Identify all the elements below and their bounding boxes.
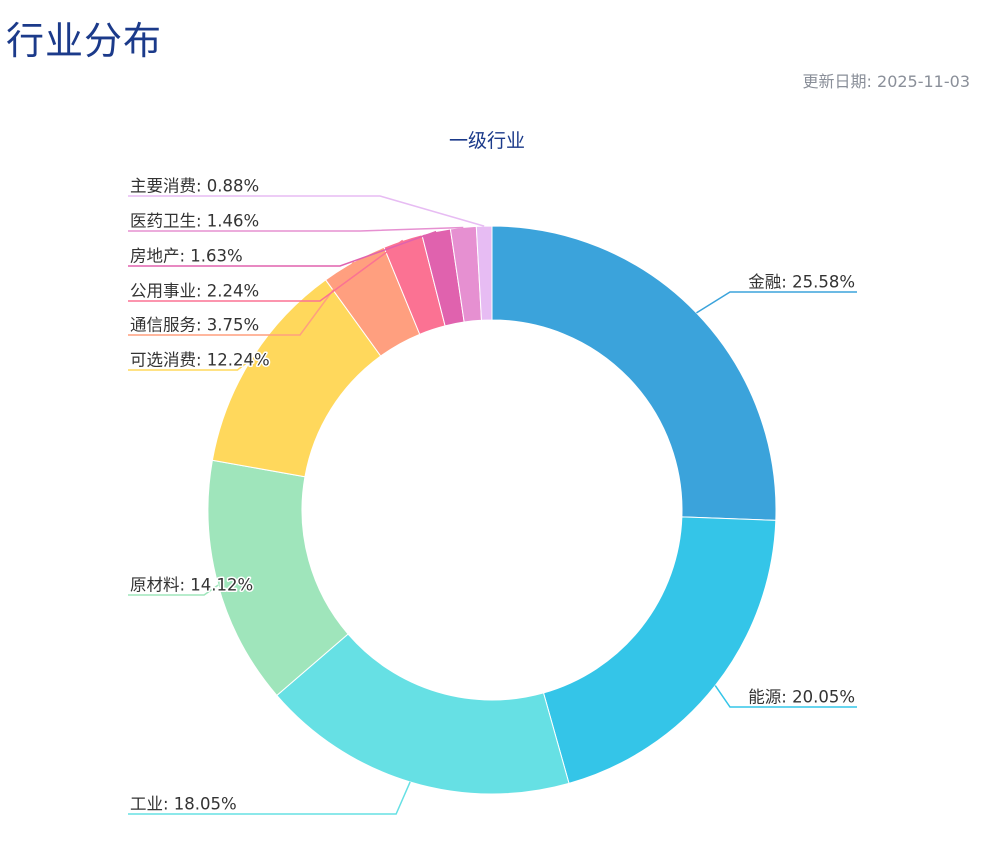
label-leader-lines <box>128 195 857 815</box>
slice-label-房地产: 房地产: 1.63% <box>130 247 243 266</box>
slice-labels: 金融: 25.58% 能源: 20.05% 工业: 18.05% 原材料: 14.12… <box>129 175 857 815</box>
donut-slices <box>207 225 777 795</box>
leader-line-主要消费 <box>128 195 485 227</box>
leader-line-可选消费 <box>128 358 252 371</box>
slice-label-可选消费: 可选消费: 12.24% <box>130 351 270 370</box>
leader-line-能源 <box>714 685 857 708</box>
slice-label-医药卫生: 医药卫生: 1.46% <box>130 212 259 231</box>
slice-label-工业: 工业: 18.05% <box>130 795 237 814</box>
leader-line-金融 <box>696 291 857 314</box>
slice-label-通信服务: 通信服务: 3.75% <box>130 316 259 335</box>
page-title: 行业分布 <box>6 19 163 63</box>
slice-label-金融: 金融: 25.58% <box>748 273 855 292</box>
leader-line-工业 <box>128 781 411 815</box>
slice-label-公用事业: 公用事业: 2.24% <box>130 282 259 301</box>
leader-line-公用事业 <box>128 239 404 302</box>
update-date: 更新日期: 2025-11-03 <box>802 72 970 91</box>
leader-line-原材料 <box>128 584 219 596</box>
leader-line-房地产 <box>128 230 437 267</box>
donut-slice-主要消费[interactable] <box>475 225 493 321</box>
slice-label-能源: 能源: 20.05% <box>748 688 855 707</box>
slice-label-主要消费: 主要消费: 0.88% <box>130 177 259 196</box>
leader-line-医药卫生 <box>128 226 464 232</box>
leader-line-通信服务 <box>128 261 355 336</box>
chart-title: 一级行业 <box>449 130 525 152</box>
donut-slice-能源[interactable] <box>542 516 777 784</box>
slice-label-原材料: 原材料: 14.12% <box>130 576 253 595</box>
donut-slice-金融[interactable] <box>491 225 777 521</box>
